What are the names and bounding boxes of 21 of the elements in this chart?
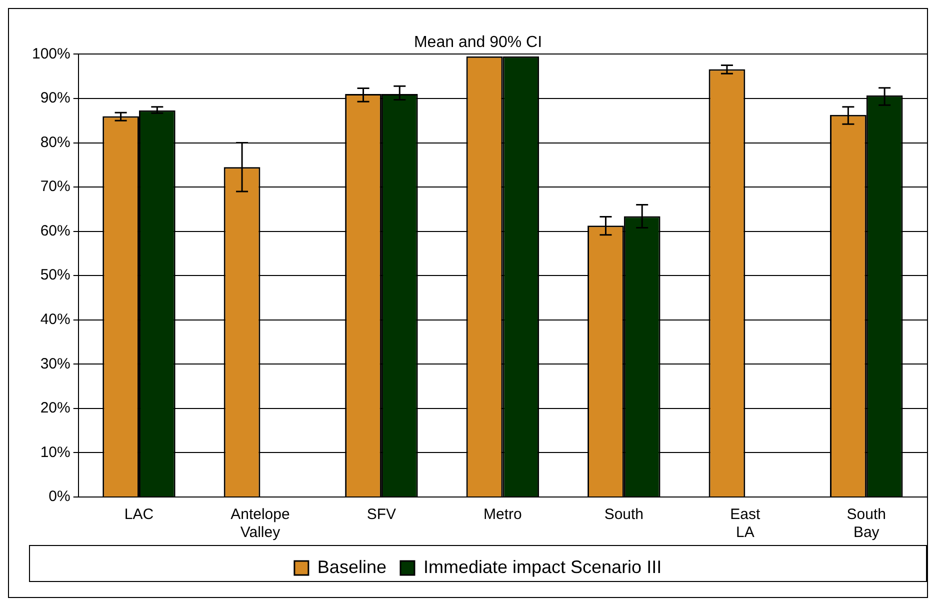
chart-title: Mean and 90% CI xyxy=(414,34,542,52)
y-tick-label: 60% xyxy=(40,222,70,240)
x-tick-label: LAC xyxy=(124,506,154,524)
legend-label: Immediate impact Scenario III xyxy=(423,556,662,577)
x-tick-label: East LA xyxy=(730,506,761,542)
y-tick-label: 30% xyxy=(40,355,70,372)
x-tick-label: South Bay xyxy=(846,506,886,542)
y-tick-label: 10% xyxy=(40,444,70,461)
y-tick-label: 70% xyxy=(40,178,70,196)
y-tick-label: 100% xyxy=(32,45,70,62)
y-tick-label: 40% xyxy=(40,311,70,328)
y-tick-label: 50% xyxy=(40,266,70,284)
y-tick-label: 90% xyxy=(40,90,70,107)
y-tick-label: 0% xyxy=(48,488,70,506)
legend-label: Baseline xyxy=(317,556,386,577)
y-tick-label: 20% xyxy=(40,400,70,417)
x-tick-label: Metro xyxy=(484,506,522,524)
x-tick-label: Antelope Valley xyxy=(230,506,290,542)
x-tick-label: South xyxy=(604,506,644,524)
y-tick-label: 80% xyxy=(40,134,70,151)
x-tick-label: SFV xyxy=(366,506,396,524)
